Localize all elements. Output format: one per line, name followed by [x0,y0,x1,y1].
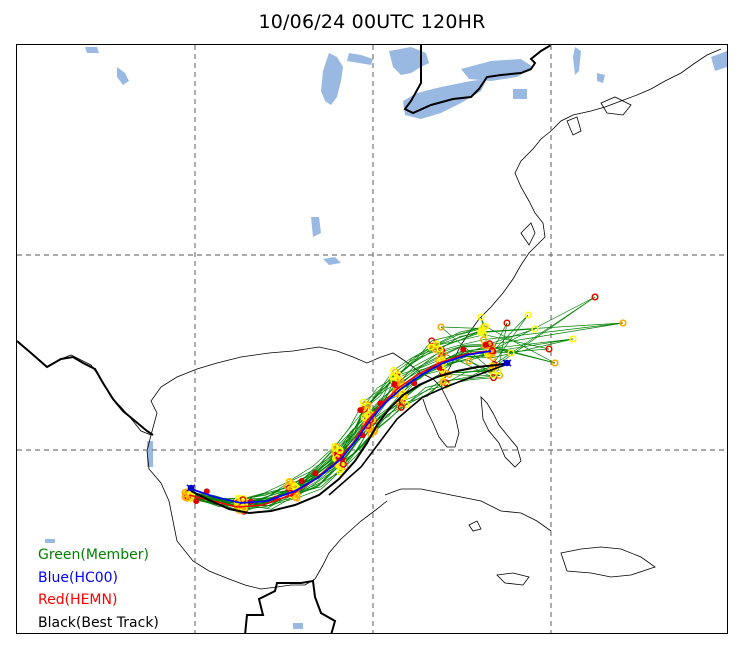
member-track-line [186,326,482,500]
map-title: 10/06/24 00UTC 120HR [258,11,486,33]
member-point [489,371,497,379]
member-point [619,319,627,327]
member-point [183,494,191,502]
legend-best-track: Black(Best Track) [38,614,159,631]
member-point [427,343,435,351]
member-track-line [187,360,501,507]
legend: Green(Member) Blue(HC00) Red(HEMN) Black… [38,544,159,634]
member-point [477,313,485,321]
member-point [524,311,532,319]
member-point [398,392,406,400]
hurricane-symbol-icon [186,484,196,492]
member-point [397,403,405,411]
member-point [439,378,447,386]
member-point [507,349,515,357]
member-point [330,444,338,452]
legend-hc00: Blue(HC00) [38,569,119,586]
hurricane-symbol-icon-end [502,359,512,367]
member-point [531,325,539,333]
great-lakes [45,47,727,629]
hemn-point [460,346,467,353]
member-point [503,319,511,327]
hemn-point [482,341,489,348]
legend-hemn: Red(HEMN) [38,592,118,608]
member-point [545,345,553,353]
member-point [437,323,445,331]
member-track-line [187,322,624,505]
member-track-line [186,326,556,502]
member-point [336,447,344,455]
political-borders [17,45,552,633]
member-point [569,335,577,343]
member-track-line [189,296,596,502]
member-point [436,345,444,353]
member-point [363,411,371,419]
member-track-line [190,322,624,502]
best-track-alt [328,364,506,496]
hemn-point [193,498,200,505]
member-point [436,348,444,356]
hemn-point [357,407,364,414]
member-point [390,366,398,374]
member-point [365,425,373,433]
map-panel [16,44,728,634]
member-point [482,323,490,331]
member-point [335,462,343,470]
member-point [551,359,559,367]
legend-member: Green(Member) [38,547,149,563]
hemn-point [391,381,398,388]
member-point [336,468,344,476]
member-point [395,372,403,380]
map-canvas [17,45,727,633]
hemn-point [312,470,319,477]
hemn-point [298,478,305,485]
member-point [480,336,488,344]
member-point [291,482,299,490]
member-point [359,398,367,406]
member-point [442,379,450,387]
coastlines [17,48,722,590]
hc00-track [190,350,492,504]
member-track-line [191,322,508,509]
member-point [591,293,599,301]
member-point [284,482,292,490]
member-point [291,493,299,501]
member-point [489,354,497,362]
member-point [490,374,498,382]
best-track [190,362,510,515]
member-point [478,328,486,336]
member-point [433,340,441,348]
member-point [465,357,473,365]
